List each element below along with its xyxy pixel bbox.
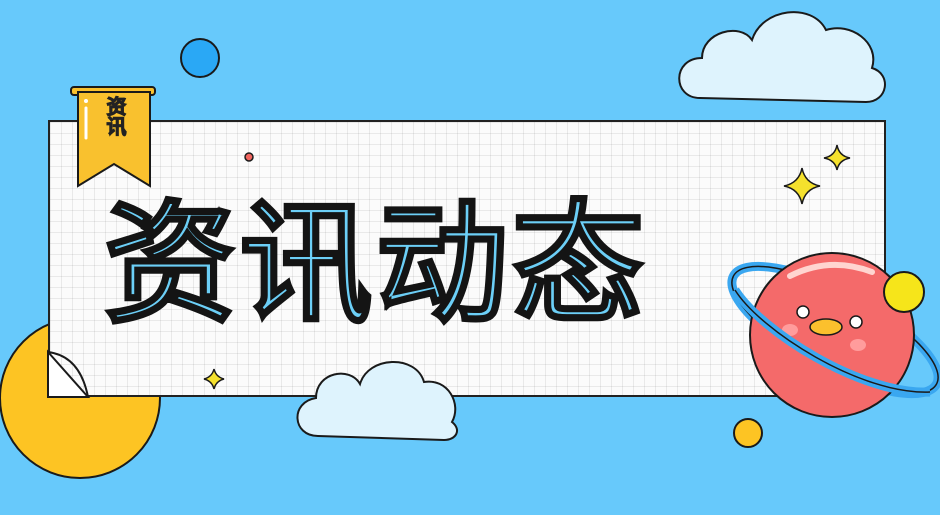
ribbon-icon (70, 86, 156, 188)
star-icon (783, 167, 821, 205)
ribbon-label: 资讯 (103, 96, 128, 137)
red-dot-decor (244, 152, 254, 162)
planet-icon (727, 252, 940, 418)
folded-corner-decor (47, 349, 91, 398)
banner-title: 资讯动态 (103, 188, 648, 342)
grid-paper-card (48, 120, 886, 397)
star-icon (203, 368, 225, 390)
blue-dot-decor (180, 38, 220, 78)
small-yellow-dot-decor (733, 418, 763, 448)
star-icon (823, 144, 851, 171)
cloud-icon (678, 11, 886, 104)
cloud-icon (296, 361, 459, 442)
